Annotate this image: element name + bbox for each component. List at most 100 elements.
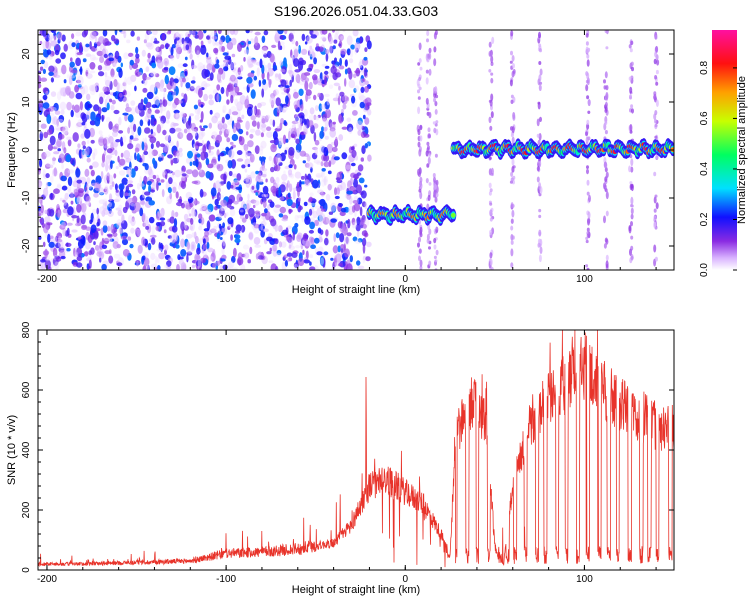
noise-speckle <box>41 152 47 160</box>
noise-speckle <box>137 102 144 111</box>
y-tick-label: 600 <box>21 381 32 398</box>
noise-speckle <box>89 62 96 70</box>
noise-speckle <box>305 89 312 96</box>
noise-speckle <box>261 123 267 128</box>
noise-speckle <box>297 197 301 202</box>
noise-speckle <box>289 79 293 87</box>
noise-speckle <box>47 144 54 151</box>
noise-speckle <box>98 136 105 147</box>
noise-speckle <box>81 150 88 158</box>
x-tick-label: 100 <box>576 274 593 285</box>
noise-speckle <box>353 87 357 93</box>
x-tick-label: -100 <box>216 274 236 285</box>
noise-speckle <box>169 216 175 224</box>
noise-speckle <box>53 188 60 194</box>
noise-speckle <box>351 205 356 213</box>
noise-speckle <box>234 98 239 107</box>
noise-speckle <box>304 179 311 187</box>
noise-speckle <box>175 244 180 249</box>
noise-speckle <box>315 172 323 178</box>
streak-speckle <box>419 226 423 234</box>
noise-speckle <box>93 192 99 198</box>
streak-speckle <box>418 149 422 157</box>
noise-speckle <box>74 84 79 93</box>
noise-speckle <box>42 40 47 51</box>
noise-speckle <box>211 158 217 166</box>
noise-speckle <box>114 50 120 60</box>
noise-speckle <box>101 107 108 113</box>
noise-speckle <box>205 209 212 215</box>
noise-speckle <box>306 67 313 72</box>
noise-speckle <box>262 170 267 179</box>
noise-speckle <box>167 154 173 159</box>
noise-speckle <box>89 84 96 92</box>
streak-speckle <box>426 38 429 43</box>
noise-speckle <box>122 249 130 257</box>
noise-speckle <box>170 159 174 166</box>
streak-speckle <box>433 32 437 40</box>
noise-speckle <box>218 45 221 50</box>
noise-speckle <box>84 128 91 139</box>
noise-speckle <box>54 236 58 245</box>
noise-speckle <box>291 38 295 45</box>
noise-speckle <box>197 258 202 268</box>
noise-speckle <box>364 86 369 93</box>
y-tick-label: 0 <box>21 567 32 573</box>
streak-speckle <box>654 51 658 58</box>
noise-speckle <box>354 219 358 228</box>
noise-speckle <box>92 57 99 61</box>
noise-speckle <box>168 140 175 147</box>
noise-speckle <box>116 262 123 267</box>
noise-speckle <box>225 113 231 120</box>
noise-speckle <box>279 122 283 131</box>
noise-speckle <box>315 115 320 121</box>
streak-speckle <box>433 237 437 244</box>
noise-speckle <box>259 178 264 183</box>
noise-speckle <box>225 128 230 134</box>
noise-speckle <box>231 230 236 234</box>
streak-speckle <box>653 94 657 100</box>
noise-speckle <box>308 114 315 122</box>
noise-speckle <box>164 74 169 85</box>
noise-speckle <box>256 181 260 191</box>
colorbar-tick-label: 0.0 <box>699 263 710 277</box>
noise-speckle <box>225 87 229 97</box>
noise-speckle <box>61 34 66 42</box>
noise-speckle <box>175 31 180 39</box>
noise-speckle <box>321 63 327 67</box>
noise-speckle <box>310 34 317 39</box>
noise-speckle <box>363 56 368 61</box>
streak-speckle <box>489 258 493 266</box>
noise-speckle <box>60 109 65 115</box>
noise-speckle <box>275 266 279 270</box>
noise-speckle <box>288 164 293 169</box>
noise-speckle <box>90 139 95 144</box>
noise-speckle <box>251 120 257 127</box>
noise-speckle <box>119 170 126 176</box>
noise-speckle <box>339 211 346 217</box>
streak-speckle <box>417 106 421 115</box>
noise-speckle <box>215 260 220 267</box>
noise-speckle <box>367 109 372 116</box>
noise-speckle <box>63 79 67 84</box>
noise-speckle <box>352 30 359 37</box>
noise-speckle <box>338 263 343 267</box>
noise-speckle <box>155 222 161 227</box>
noise-speckle <box>309 53 313 60</box>
noise-speckle <box>105 79 111 87</box>
noise-speckle <box>275 252 281 257</box>
noise-speckle <box>75 79 82 84</box>
noise-speckle <box>280 68 286 72</box>
noise-speckle <box>327 170 332 175</box>
noise-speckle <box>266 71 270 81</box>
noise-speckle <box>189 161 193 167</box>
noise-speckle <box>87 103 93 109</box>
noise-speckle <box>115 196 121 202</box>
noise-speckle <box>158 100 164 104</box>
noise-speckle <box>159 99 163 108</box>
noise-speckle <box>332 45 336 50</box>
noise-speckle <box>225 212 229 217</box>
noise-speckle <box>115 166 119 170</box>
noise-speckle <box>76 204 82 213</box>
streak-speckle <box>417 128 421 136</box>
